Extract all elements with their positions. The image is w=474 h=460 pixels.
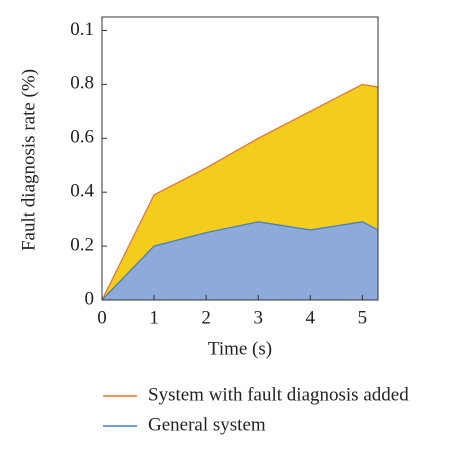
- plot-frame: [101, 16, 379, 301]
- area: [102, 221, 378, 300]
- legend-label: System with fault diagnosis added: [148, 384, 409, 405]
- y-tick-label: 0.6: [70, 127, 94, 148]
- y-axis-label: Fault diagnosis rate (%): [18, 69, 39, 251]
- line: [101, 83, 379, 301]
- x-tick-label: 0: [97, 307, 107, 328]
- legend-label: General system: [148, 414, 266, 435]
- y-tick-label: 0.4: [70, 181, 94, 202]
- y-tick-label: 0.1: [70, 19, 94, 40]
- y-tick-label: 0.8: [70, 73, 94, 94]
- x-tick-label: 1: [149, 307, 159, 328]
- line: [101, 221, 379, 301]
- y-tick-label: 0: [85, 288, 95, 309]
- x-axis-label: Time (s): [208, 338, 272, 359]
- x-tick-label: 3: [253, 307, 263, 328]
- x-tick-label: 2: [201, 307, 211, 328]
- x-tick-label: 5: [358, 307, 368, 328]
- y-tick-label: 0.2: [70, 234, 94, 255]
- x-tick-label: 4: [306, 307, 316, 328]
